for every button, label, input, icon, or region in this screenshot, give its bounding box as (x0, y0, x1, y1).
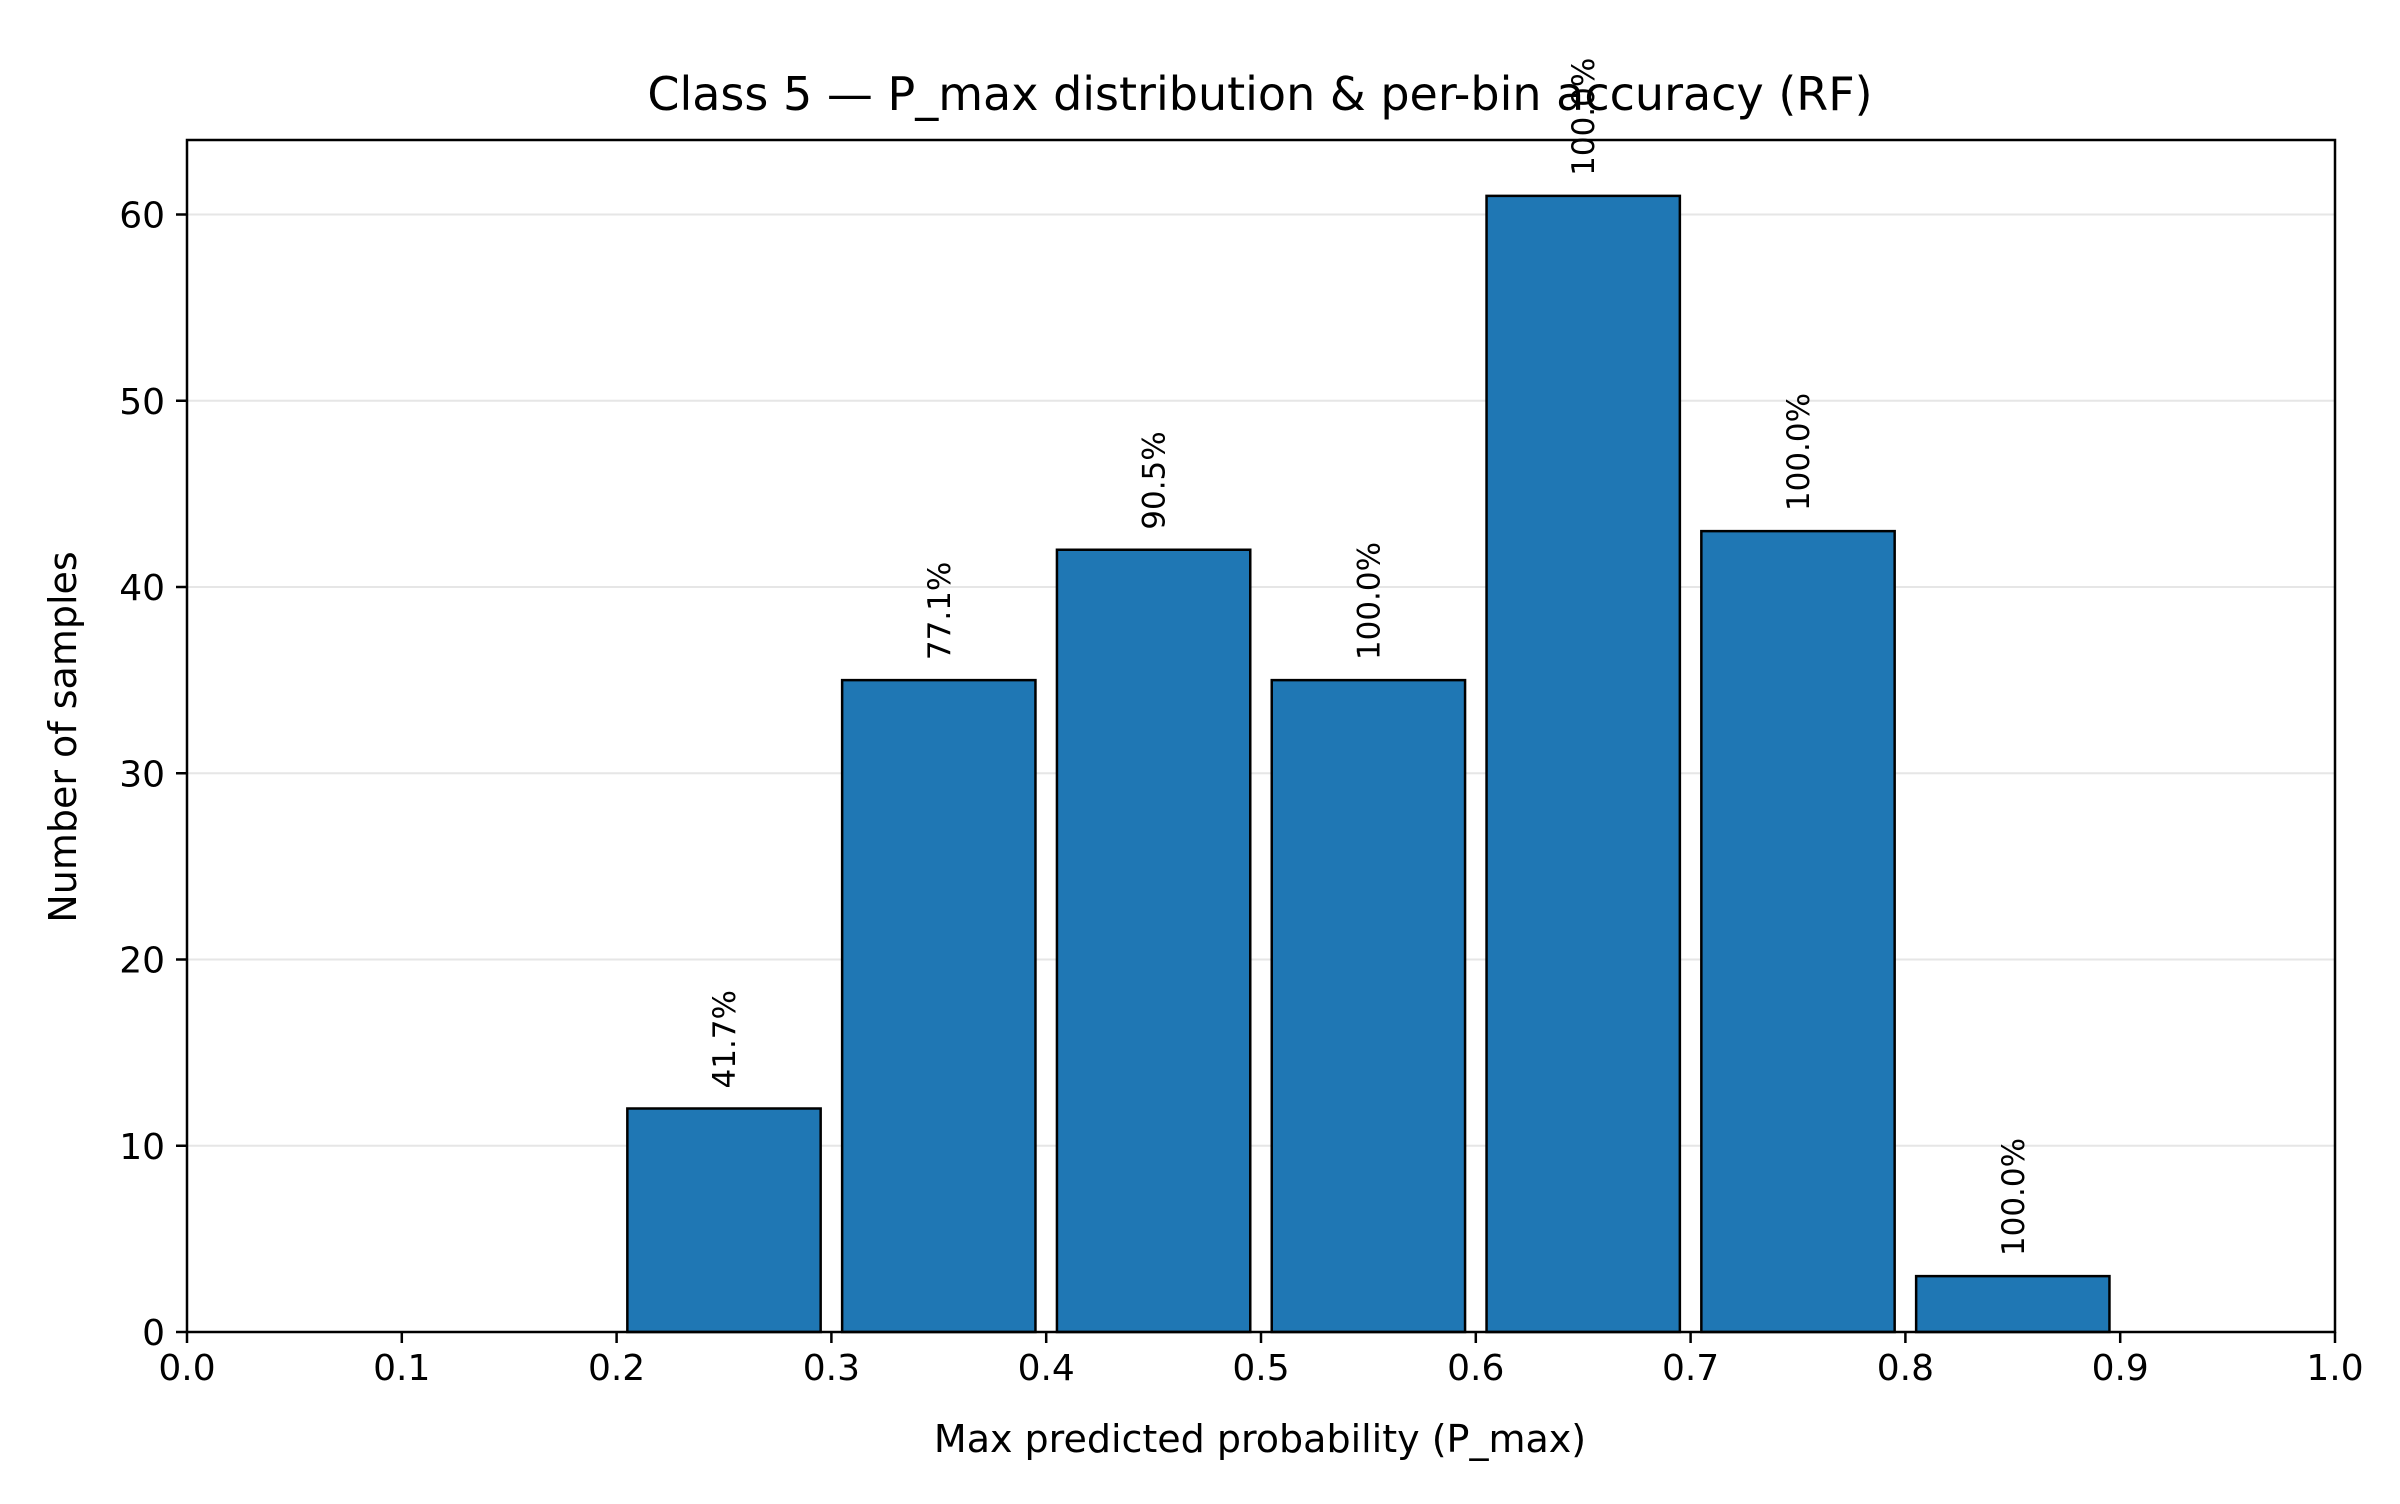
bar-labels-layer: 41.7% 77.1% 90.5% 100.0% 100.0% 100.0% 100.0% (707, 58, 2032, 1256)
bar-accuracy-label: 100.0% (1781, 393, 1817, 511)
y-tick-label: 10 (119, 1127, 165, 1168)
histogram-bar (626, 1107, 822, 1334)
x-tick-label: 0.8 (1877, 1348, 1934, 1389)
bar-accuracy-label: 100.0% (1351, 542, 1387, 660)
grid-layer (187, 213, 2335, 1147)
histogram-bar (840, 678, 1037, 1334)
histogram-bar (1055, 548, 1252, 1334)
y-tick-label: 40 (119, 568, 165, 609)
x-tick-label: 0.9 (2092, 1348, 2149, 1389)
x-tick-label: 1.0 (2306, 1348, 2363, 1389)
x-tick-label: 0.7 (1662, 1348, 1719, 1389)
bar-accuracy-label: 100.0% (1996, 1138, 2032, 1256)
bar-accuracy-label: 77.1% (922, 562, 958, 660)
x-tick-label: 0.4 (1018, 1348, 1075, 1389)
histogram-bar (1700, 529, 1896, 1334)
y-axis: 0 10 20 30 40 50 60 (119, 196, 187, 1354)
x-tick-label: 0.0 (158, 1348, 215, 1389)
x-tick-label: 0.5 (1232, 1348, 1289, 1389)
y-axis-label: Number of samples (41, 551, 85, 922)
x-tick-label: 0.3 (803, 1348, 860, 1389)
histogram-bar (1270, 678, 1467, 1334)
y-tick-label: 0 (142, 1313, 165, 1354)
y-tick-label: 60 (119, 196, 165, 237)
histogram-bar (1914, 1274, 2111, 1334)
x-tick-label: 0.1 (373, 1348, 430, 1389)
bar-accuracy-label: 100.0% (1566, 58, 1602, 176)
bars-layer (626, 194, 2111, 1334)
y-tick-label: 30 (119, 754, 165, 795)
histogram-bar (1485, 194, 1682, 1334)
x-axis-label: Max predicted probability (P_max) (934, 1417, 1586, 1461)
y-tick-label: 50 (119, 382, 165, 423)
x-tick-label: 0.6 (1447, 1348, 1504, 1389)
bar-accuracy-label: 90.5% (1137, 431, 1173, 529)
bar-accuracy-label: 41.7% (707, 990, 743, 1088)
x-tick-label: 0.2 (588, 1348, 645, 1389)
x-axis: 0.0 0.1 0.2 0.3 0.4 0.5 0.6 0.7 0.8 0.9 1.0 (158, 1332, 2364, 1389)
y-tick-label: 20 (119, 941, 165, 982)
chart-title: Class 5 — P_max distribution & per-bin a… (647, 67, 1872, 121)
